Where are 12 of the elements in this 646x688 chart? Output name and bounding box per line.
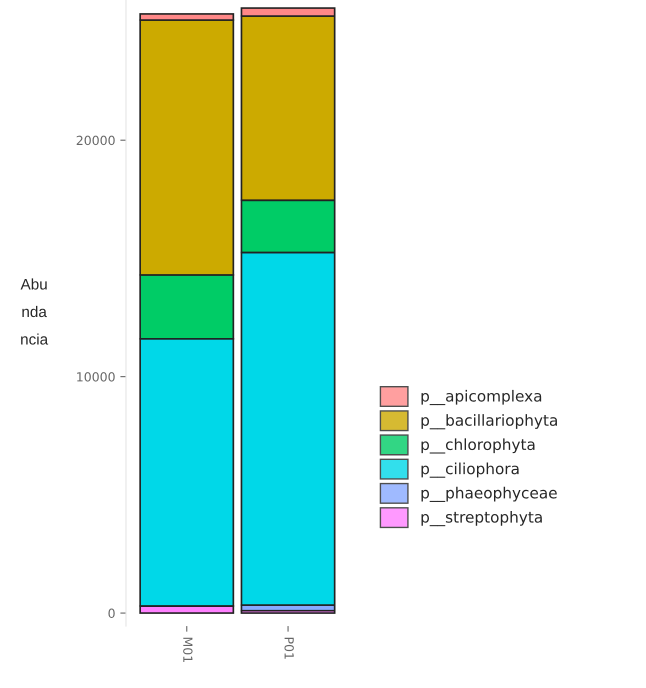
y-axis-title: Abu nda ncia [20,278,48,345]
legend-label: p__chlorophyta [422,438,534,454]
y-tick-label: 0 [108,608,115,618]
y-tick-label: 20000 [76,136,115,146]
x-tick-label: M01 [183,638,193,662]
legend-label: p__phaeophyceae [422,486,557,502]
legend-label: p__bacillariophyta [422,414,557,430]
legend-label: p__ciliophora [422,462,519,478]
y-tick-label: 10000 [77,372,115,382]
legend-label: p__apicomplexa [422,390,542,406]
x-tick-label: P01 [284,638,294,659]
legend-label: p__streptophyta [422,510,542,526]
